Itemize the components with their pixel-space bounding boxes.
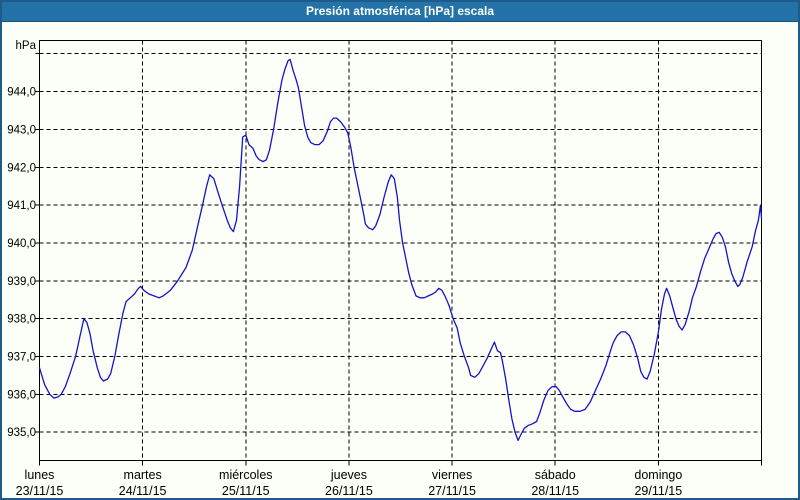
y-tick-label: 937,0 — [7, 351, 36, 363]
pressure-line — [38, 58, 763, 442]
x-weekday-label: lunes — [25, 468, 55, 482]
x-date-label: 25/11/15 — [222, 484, 270, 498]
gridlines — [39, 40, 762, 461]
x-date-label: 24/11/15 — [119, 484, 167, 498]
y-tick-label: 941,0 — [7, 200, 36, 212]
y-axis-unit-label: hPa — [16, 40, 37, 52]
x-weekday-label: domingo — [634, 468, 682, 482]
x-weekday-label: sábado — [535, 468, 576, 482]
y-tick-label: 939,0 — [7, 276, 36, 288]
y-tick-label: 940,0 — [7, 238, 36, 250]
y-tick-label: 938,0 — [7, 314, 36, 326]
x-date-label: 28/11/15 — [531, 484, 579, 498]
x-weekday-label: miércoles — [219, 468, 273, 482]
x-weekday-label: jueves — [330, 468, 367, 482]
x-date-label: 23/11/15 — [16, 484, 64, 498]
x-weekday-label: martes — [124, 468, 162, 482]
y-tick-label: 936,0 — [7, 389, 36, 401]
y-tick-label: 942,0 — [7, 162, 36, 174]
x-date-label: 29/11/15 — [634, 484, 682, 498]
y-tick-label: 944,0 — [7, 87, 36, 99]
y-tick-label: 943,0 — [7, 124, 36, 136]
x-date-label: 27/11/15 — [428, 484, 476, 498]
chart-title-bar: Presión atmosférica [hPa] escala — [0, 0, 800, 22]
x-weekday-label: viernes — [432, 468, 472, 482]
chart-title: Presión atmosférica [hPa] escala — [305, 3, 495, 18]
plot-border — [39, 40, 762, 461]
x-date-label: 26/11/15 — [325, 484, 373, 498]
y-tick-label: 935,0 — [7, 427, 36, 439]
axis-labels: hPa 944,0 943,0 942,0 941,0 940,0 939,0 938,0 93… — [7, 40, 682, 498]
plot-frame — [35, 40, 762, 466]
